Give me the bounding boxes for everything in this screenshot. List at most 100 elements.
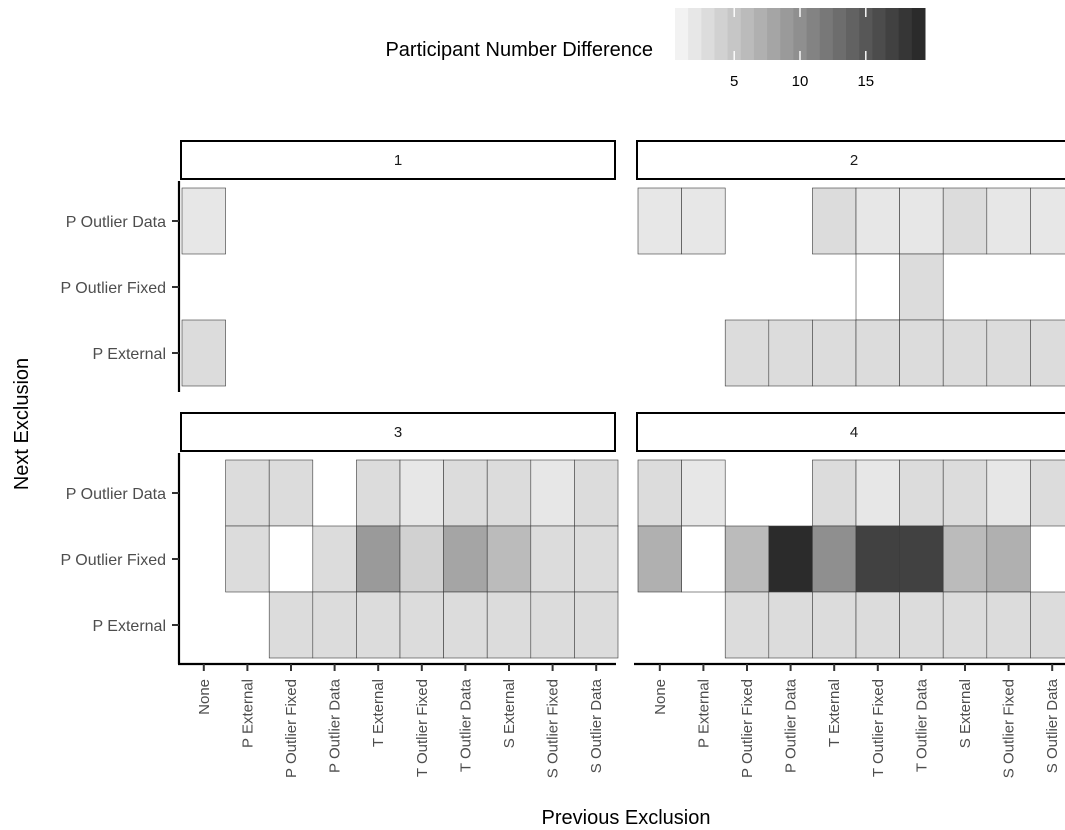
heatmap-cell [899, 459, 944, 527]
x-tick-label: S Outlier Data [1044, 678, 1061, 773]
facet-strip-label: 1 [394, 152, 402, 169]
heatmap-cell [899, 253, 944, 321]
legend-swatch [832, 8, 847, 60]
heatmap-cell [942, 187, 988, 255]
legend-swatch [806, 8, 821, 60]
facet-panel-4: 4 [636, 412, 1065, 659]
heatmap-cell [812, 525, 857, 593]
heatmap-cell [899, 525, 944, 593]
legend-swatch [846, 8, 860, 60]
legend-swatch [714, 8, 729, 60]
facet-strip-label: 3 [394, 424, 402, 441]
heatmap-cell [181, 187, 226, 255]
y-tick-label: P External [92, 618, 166, 635]
legend-swatch [727, 8, 742, 60]
legend-swatch [780, 8, 794, 60]
heatmap-cell [768, 319, 813, 387]
heatmap-cell [942, 525, 988, 593]
legend-swatch [872, 8, 887, 60]
facet-strip [636, 412, 1065, 452]
heatmap-cell [899, 591, 944, 659]
facet-strip-label: 4 [850, 424, 858, 441]
legend-tick-label: 5 [730, 73, 738, 90]
heatmap-cell [942, 591, 988, 659]
x-tick-label: None [196, 679, 213, 715]
heatmap-cell [724, 319, 770, 387]
heatmap-cell [986, 187, 1031, 255]
x-tick-label: None [652, 679, 669, 715]
heatmap-cell [225, 459, 270, 527]
legend-title: Participant Number Difference [385, 39, 653, 61]
x-tick-label: T Outlier Fixed [414, 679, 431, 777]
heatmap-cell [312, 591, 357, 659]
x-tick-label: S Outlier Fixed [545, 679, 562, 778]
heatmap-cell [855, 253, 900, 321]
y-axis-title: Next Exclusion [11, 358, 33, 490]
facet-panel-1: 1 [180, 140, 616, 387]
heatmap-cell [724, 525, 770, 593]
legend-swatch [793, 8, 808, 60]
facet-panel-2: 2 [636, 140, 1065, 387]
heatmap-cell [574, 525, 619, 593]
x-tick-label: S Outlier Fixed [1001, 679, 1018, 778]
heatmap-cell [637, 459, 682, 527]
heatmap-cell [812, 591, 857, 659]
heatmap-cell [812, 319, 857, 387]
heatmap-cell [443, 525, 488, 593]
heatmap-cell [899, 319, 944, 387]
x-tick-label: T External [370, 679, 387, 747]
legend-tick-label: 10 [792, 73, 809, 90]
legend: Participant Number Difference 5 10 15 [385, 8, 926, 90]
heatmap-cell [356, 591, 401, 659]
heatmap-cell [768, 591, 813, 659]
heatmap-cell [312, 525, 357, 593]
heatmap-cell [225, 525, 270, 593]
legend-swatch [767, 8, 781, 60]
x-tick-label: S External [501, 679, 518, 748]
x-tick-label: P External [239, 679, 256, 748]
heatmap-cell [724, 591, 770, 659]
x-axis-title: Previous Exclusion [542, 807, 711, 829]
heatmap-cell [855, 591, 900, 659]
heatmap-cell [530, 525, 575, 593]
facet-strip-label: 2 [850, 152, 858, 169]
heatmap-cell [356, 525, 401, 593]
legend-swatch [911, 8, 926, 60]
heatmap-cell [268, 459, 314, 527]
legend-swatch [675, 8, 689, 60]
y-tick-label: P Outlier Data [66, 486, 166, 503]
y-tick-label: P Outlier Fixed [60, 552, 166, 569]
heatmap-cell [681, 187, 726, 255]
x-tick-label: S Outlier Data [588, 678, 605, 773]
heatmap-cell [443, 459, 488, 527]
x-tick-label: T External [826, 679, 843, 747]
heatmap-cell [443, 591, 488, 659]
x-tick-label: P External [695, 679, 712, 748]
heatmap-cell [399, 459, 444, 527]
legend-swatch [701, 8, 715, 60]
legend-tick-label: 15 [857, 73, 874, 90]
x-tick-label: P Outlier Data [327, 678, 344, 773]
heatmap-cell [637, 525, 682, 593]
legend-swatch [753, 8, 768, 60]
heatmap-cell [268, 591, 314, 659]
legend-swatch [819, 8, 834, 60]
heatmap-cell [1030, 319, 1065, 387]
heatmap-cell [1030, 187, 1065, 255]
heatmap-cell [899, 187, 944, 255]
heatmap-cell [1030, 459, 1065, 527]
x-tick-label: T Outlier Data [913, 678, 930, 772]
heatmap-cell [399, 591, 444, 659]
heatmap-cell [530, 459, 575, 527]
heatmap-cell [812, 187, 857, 255]
y-tick-label: P External [92, 346, 166, 363]
heatmap-cell [986, 525, 1031, 593]
heatmap-cell [768, 525, 813, 593]
legend-swatch [740, 8, 755, 60]
legend-swatch [898, 8, 913, 60]
heatmap-cell [812, 459, 857, 527]
legend-swatch [885, 8, 900, 60]
heatmap-cell [530, 591, 575, 659]
heatmap-cell [986, 591, 1031, 659]
